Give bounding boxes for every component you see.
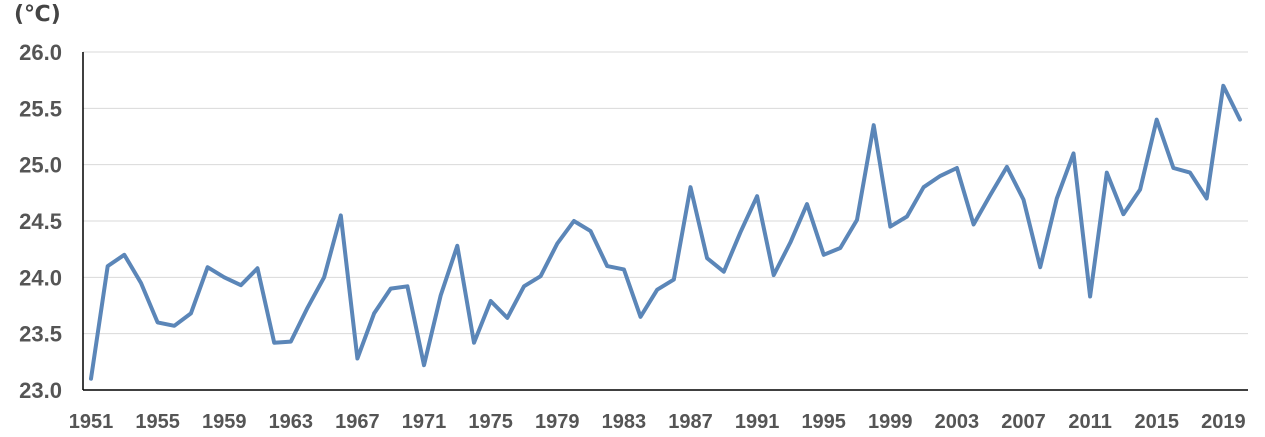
x-tick-label: 1975 — [468, 411, 513, 433]
y-axis-ticks: 23.0 23.5 24.0 24.5 25.0 25.5 26.0 — [19, 40, 62, 403]
x-tick-label: 1987 — [668, 411, 713, 433]
y-tick-label: 23.5 — [19, 322, 62, 347]
y-tick-label: 25.0 — [19, 153, 62, 178]
x-tick-label: 2003 — [935, 411, 980, 433]
x-tick-label: 2011 — [1068, 411, 1111, 433]
x-tick-label: 1983 — [602, 411, 647, 433]
x-tick-label: 1999 — [868, 411, 913, 433]
x-tick-label: 1951 — [69, 411, 114, 433]
x-tick-label: 1963 — [269, 411, 314, 433]
y-tick-label: 26.0 — [19, 40, 62, 65]
x-tick-label: 1979 — [535, 411, 580, 433]
x-tick-label: 2007 — [1001, 411, 1046, 433]
series-line — [89, 83, 1242, 381]
x-tick-label: 1971 — [402, 411, 447, 433]
x-axis-ticks: 1951 1955 1959 1963 1967 1971 1975 1979 1983 1987… — [69, 411, 1246, 433]
y-tick-label: 23.0 — [19, 378, 62, 403]
x-tick-label: 2019 — [1201, 411, 1246, 433]
x-tick-label: 1967 — [335, 411, 380, 433]
x-tick-label: 1991 — [735, 411, 780, 433]
x-tick-label: 1995 — [801, 411, 846, 433]
x-tick-label: 2015 — [1134, 411, 1179, 433]
gridlines — [83, 51, 1248, 335]
x-tick-label: 1955 — [135, 411, 180, 433]
y-tick-label: 25.5 — [19, 96, 62, 121]
x-tick-label: 1959 — [202, 411, 247, 433]
y-axis-unit-label: (℃) — [14, 2, 61, 27]
y-tick-label: 24.5 — [19, 209, 62, 234]
y-tick-label: 24.0 — [19, 265, 62, 290]
